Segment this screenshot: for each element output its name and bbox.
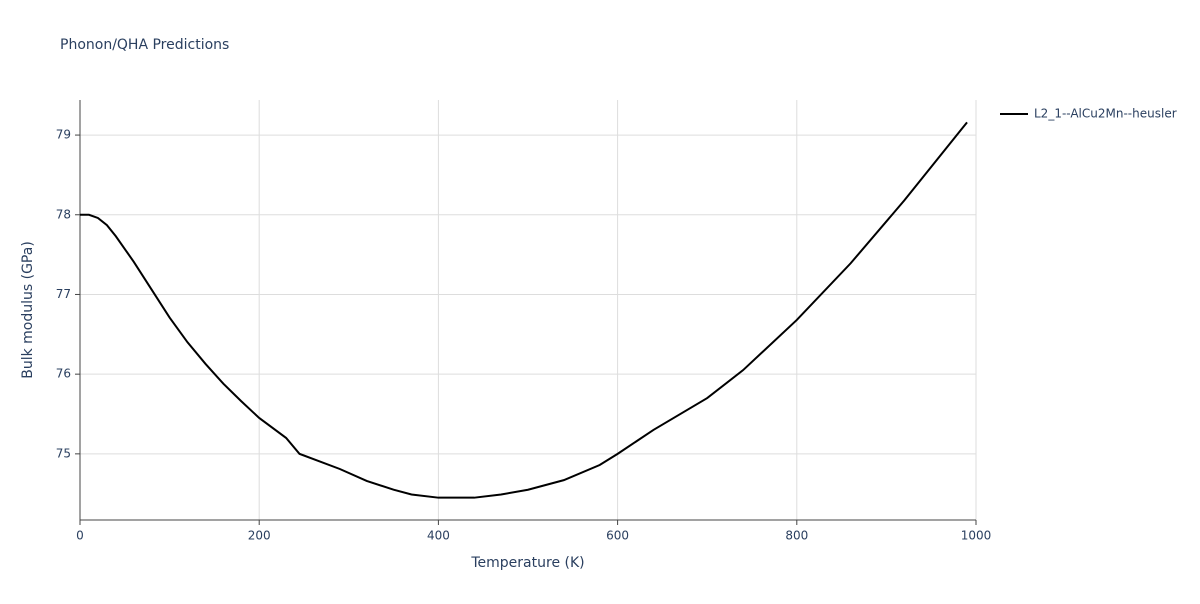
chart-title: Phonon/QHA Predictions: [60, 37, 229, 53]
legend-label: L2_1--AlCu2Mn--heusler: [1034, 107, 1177, 121]
y-tick-label: 77: [56, 287, 71, 301]
x-tick-label: 200: [248, 529, 271, 543]
y-tick-label: 78: [56, 207, 71, 221]
y-tick-label: 75: [56, 446, 71, 460]
x-tick-label: 1000: [961, 529, 992, 543]
y-tick-label: 76: [56, 367, 71, 381]
x-tick-label: 600: [606, 529, 629, 543]
x-axis-title: Temperature (K): [470, 555, 584, 571]
y-tick-label: 79: [56, 128, 71, 142]
x-tick-label: 800: [785, 529, 808, 543]
data-line: [80, 121, 968, 499]
y-axis-title: Bulk modulus (GPa): [20, 241, 36, 379]
x-tick-label: 0: [76, 529, 84, 543]
x-tick-label: 400: [427, 529, 450, 543]
